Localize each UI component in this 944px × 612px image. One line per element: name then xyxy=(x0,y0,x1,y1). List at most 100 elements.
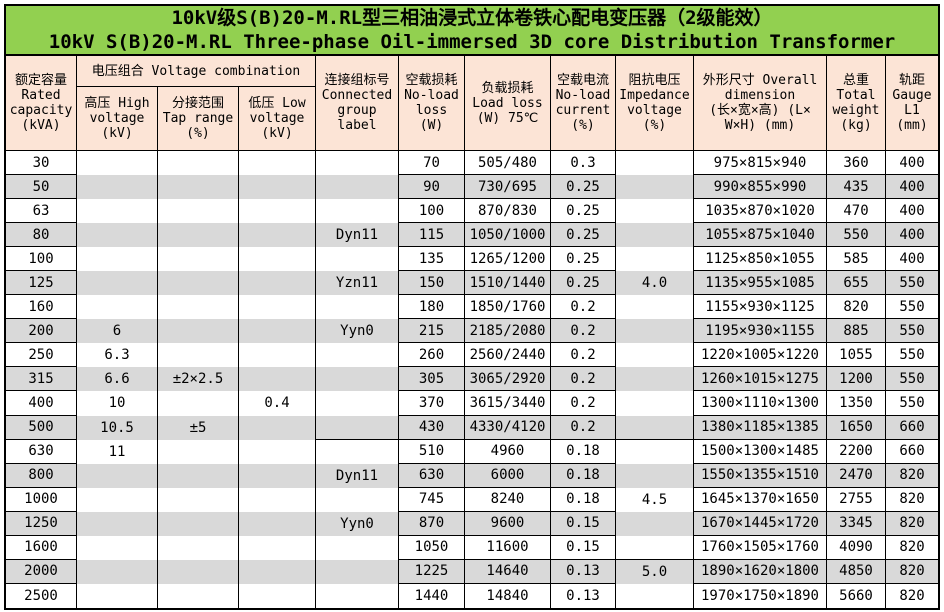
cell-dimension: 1970×1750×1890 xyxy=(694,583,827,608)
cell-load-loss: 1050/1000 xyxy=(465,223,551,248)
cell-impedance xyxy=(616,463,694,488)
cell-hv xyxy=(77,463,158,488)
cell-lv xyxy=(239,247,316,272)
cell-capacity: 400 xyxy=(6,391,77,416)
cell-gauge: 400 xyxy=(886,223,938,248)
cell-group: Yyn0 xyxy=(316,319,399,344)
cell-load-loss: 2185/2080 xyxy=(465,319,551,344)
table-row: 800 Dyn11 630 6000 0.18 1550×1355×1510 2470 820 xyxy=(6,463,938,488)
cell-dimension: 1135×955×1085 xyxy=(694,271,827,296)
cell-hv xyxy=(77,583,158,608)
cell-noload-current: 0.15 xyxy=(551,535,616,560)
cell-lv xyxy=(239,463,316,488)
cell-tap: ±5 xyxy=(158,415,239,440)
table-row: 200 6 Yyn0 215 2185/2080 0.2 1195×930×1155 885 5… xyxy=(6,319,938,344)
cell-load-loss: 14840 xyxy=(465,583,551,608)
table-row: 500 10.5 ±5 430 4330/4120 0.2 1380×1185×1385 16… xyxy=(6,415,938,440)
cell-dimension: 1550×1355×1510 xyxy=(694,463,827,488)
cell-load-loss: 14640 xyxy=(465,559,551,584)
header-total-weight: 总重 Total weight (kg) xyxy=(827,56,886,151)
cell-gauge: 550 xyxy=(886,295,938,320)
cell-lv xyxy=(239,271,316,296)
cell-noload-loss: 370 xyxy=(399,391,465,416)
cell-capacity: 100 xyxy=(6,247,77,272)
cell-group xyxy=(316,391,399,416)
cell-gauge: 550 xyxy=(886,343,938,368)
cell-noload-loss: 1440 xyxy=(399,583,465,608)
cell-weight: 885 xyxy=(827,319,886,344)
cell-weight: 5660 xyxy=(827,583,886,608)
cell-load-loss: 3615/3440 xyxy=(465,391,551,416)
cell-gauge: 820 xyxy=(886,487,938,512)
cell-tap xyxy=(158,535,239,560)
cell-load-loss: 3065/2920 xyxy=(465,367,551,392)
cell-tap xyxy=(158,439,239,464)
table-row: 50 90 730/695 0.25 990×855×990 435 400 xyxy=(6,175,938,200)
cell-gauge: 550 xyxy=(886,391,938,416)
cell-tap xyxy=(158,511,239,536)
cell-dimension: 1670×1445×1720 xyxy=(694,511,827,536)
cell-noload-current: 0.25 xyxy=(551,199,616,224)
cell-group: Yyn0 xyxy=(316,511,399,536)
cell-impedance xyxy=(616,511,694,536)
cell-capacity: 1000 xyxy=(6,487,77,512)
cell-lv xyxy=(239,319,316,344)
cell-gauge: 400 xyxy=(886,199,938,224)
cell-impedance xyxy=(616,223,694,248)
cell-impedance xyxy=(616,319,694,344)
cell-impedance xyxy=(616,175,694,200)
table-row: 30 70 505/480 0.3 975×815×940 360 400 xyxy=(6,151,938,176)
cell-impedance xyxy=(616,199,694,224)
cell-noload-loss: 150 xyxy=(399,271,465,296)
cell-gauge: 550 xyxy=(886,271,938,296)
cell-gauge: 820 xyxy=(886,511,938,536)
cell-weight: 2200 xyxy=(827,439,886,464)
cell-impedance xyxy=(616,583,694,608)
cell-weight: 1650 xyxy=(827,415,886,440)
cell-gauge: 660 xyxy=(886,439,938,464)
header-load-loss: 负载损耗 Load loss (W) 75℃ xyxy=(465,56,551,151)
cell-impedance xyxy=(616,415,694,440)
cell-weight: 4090 xyxy=(827,535,886,560)
cell-dimension: 1300×1110×1300 xyxy=(694,391,827,416)
cell-dimension: 1220×1005×1220 xyxy=(694,343,827,368)
cell-hv xyxy=(77,247,158,272)
cell-capacity: 30 xyxy=(6,151,77,176)
table-row: 125 Yzn11 150 1510/1440 0.25 4.0 1135×955×1085… xyxy=(6,271,938,296)
cell-noload-loss: 100 xyxy=(399,199,465,224)
header-overall-dimension: 外形尺寸 Overall dimension (长×宽×高) (L× W×H) … xyxy=(694,56,827,151)
table-row: 630 11 510 4960 0.18 1500×1300×1485 2200 660 xyxy=(6,439,938,464)
cell-capacity: 125 xyxy=(6,271,77,296)
cell-hv xyxy=(77,271,158,296)
cell-dimension: 1035×870×1020 xyxy=(694,199,827,224)
cell-hv xyxy=(77,175,158,200)
cell-weight: 655 xyxy=(827,271,886,296)
cell-dimension: 1890×1620×1800 xyxy=(694,559,827,584)
cell-noload-loss: 70 xyxy=(399,151,465,176)
cell-gauge: 550 xyxy=(886,367,938,392)
cell-tap xyxy=(158,175,239,200)
cell-capacity: 1600 xyxy=(6,535,77,560)
cell-lv xyxy=(239,223,316,248)
cell-load-loss: 4960 xyxy=(465,439,551,464)
cell-noload-current: 0.25 xyxy=(551,223,616,248)
cell-load-loss: 4330/4120 xyxy=(465,415,551,440)
header-tap-range: 分接范围 Tap range (%) xyxy=(158,87,239,151)
cell-weight: 2755 xyxy=(827,487,886,512)
cell-impedance xyxy=(616,295,694,320)
cell-dimension: 990×855×990 xyxy=(694,175,827,200)
cell-lv xyxy=(239,343,316,368)
cell-load-loss: 505/480 xyxy=(465,151,551,176)
cell-lv xyxy=(239,415,316,440)
cell-impedance xyxy=(616,439,694,464)
cell-noload-loss: 180 xyxy=(399,295,465,320)
cell-noload-loss: 1225 xyxy=(399,559,465,584)
cell-hv xyxy=(77,223,158,248)
cell-lv xyxy=(239,535,316,560)
cell-hv xyxy=(77,199,158,224)
cell-lv xyxy=(239,439,316,464)
cell-capacity: 630 xyxy=(6,439,77,464)
cell-noload-loss: 745 xyxy=(399,487,465,512)
cell-weight: 4850 xyxy=(827,559,886,584)
cell-group xyxy=(316,247,399,272)
